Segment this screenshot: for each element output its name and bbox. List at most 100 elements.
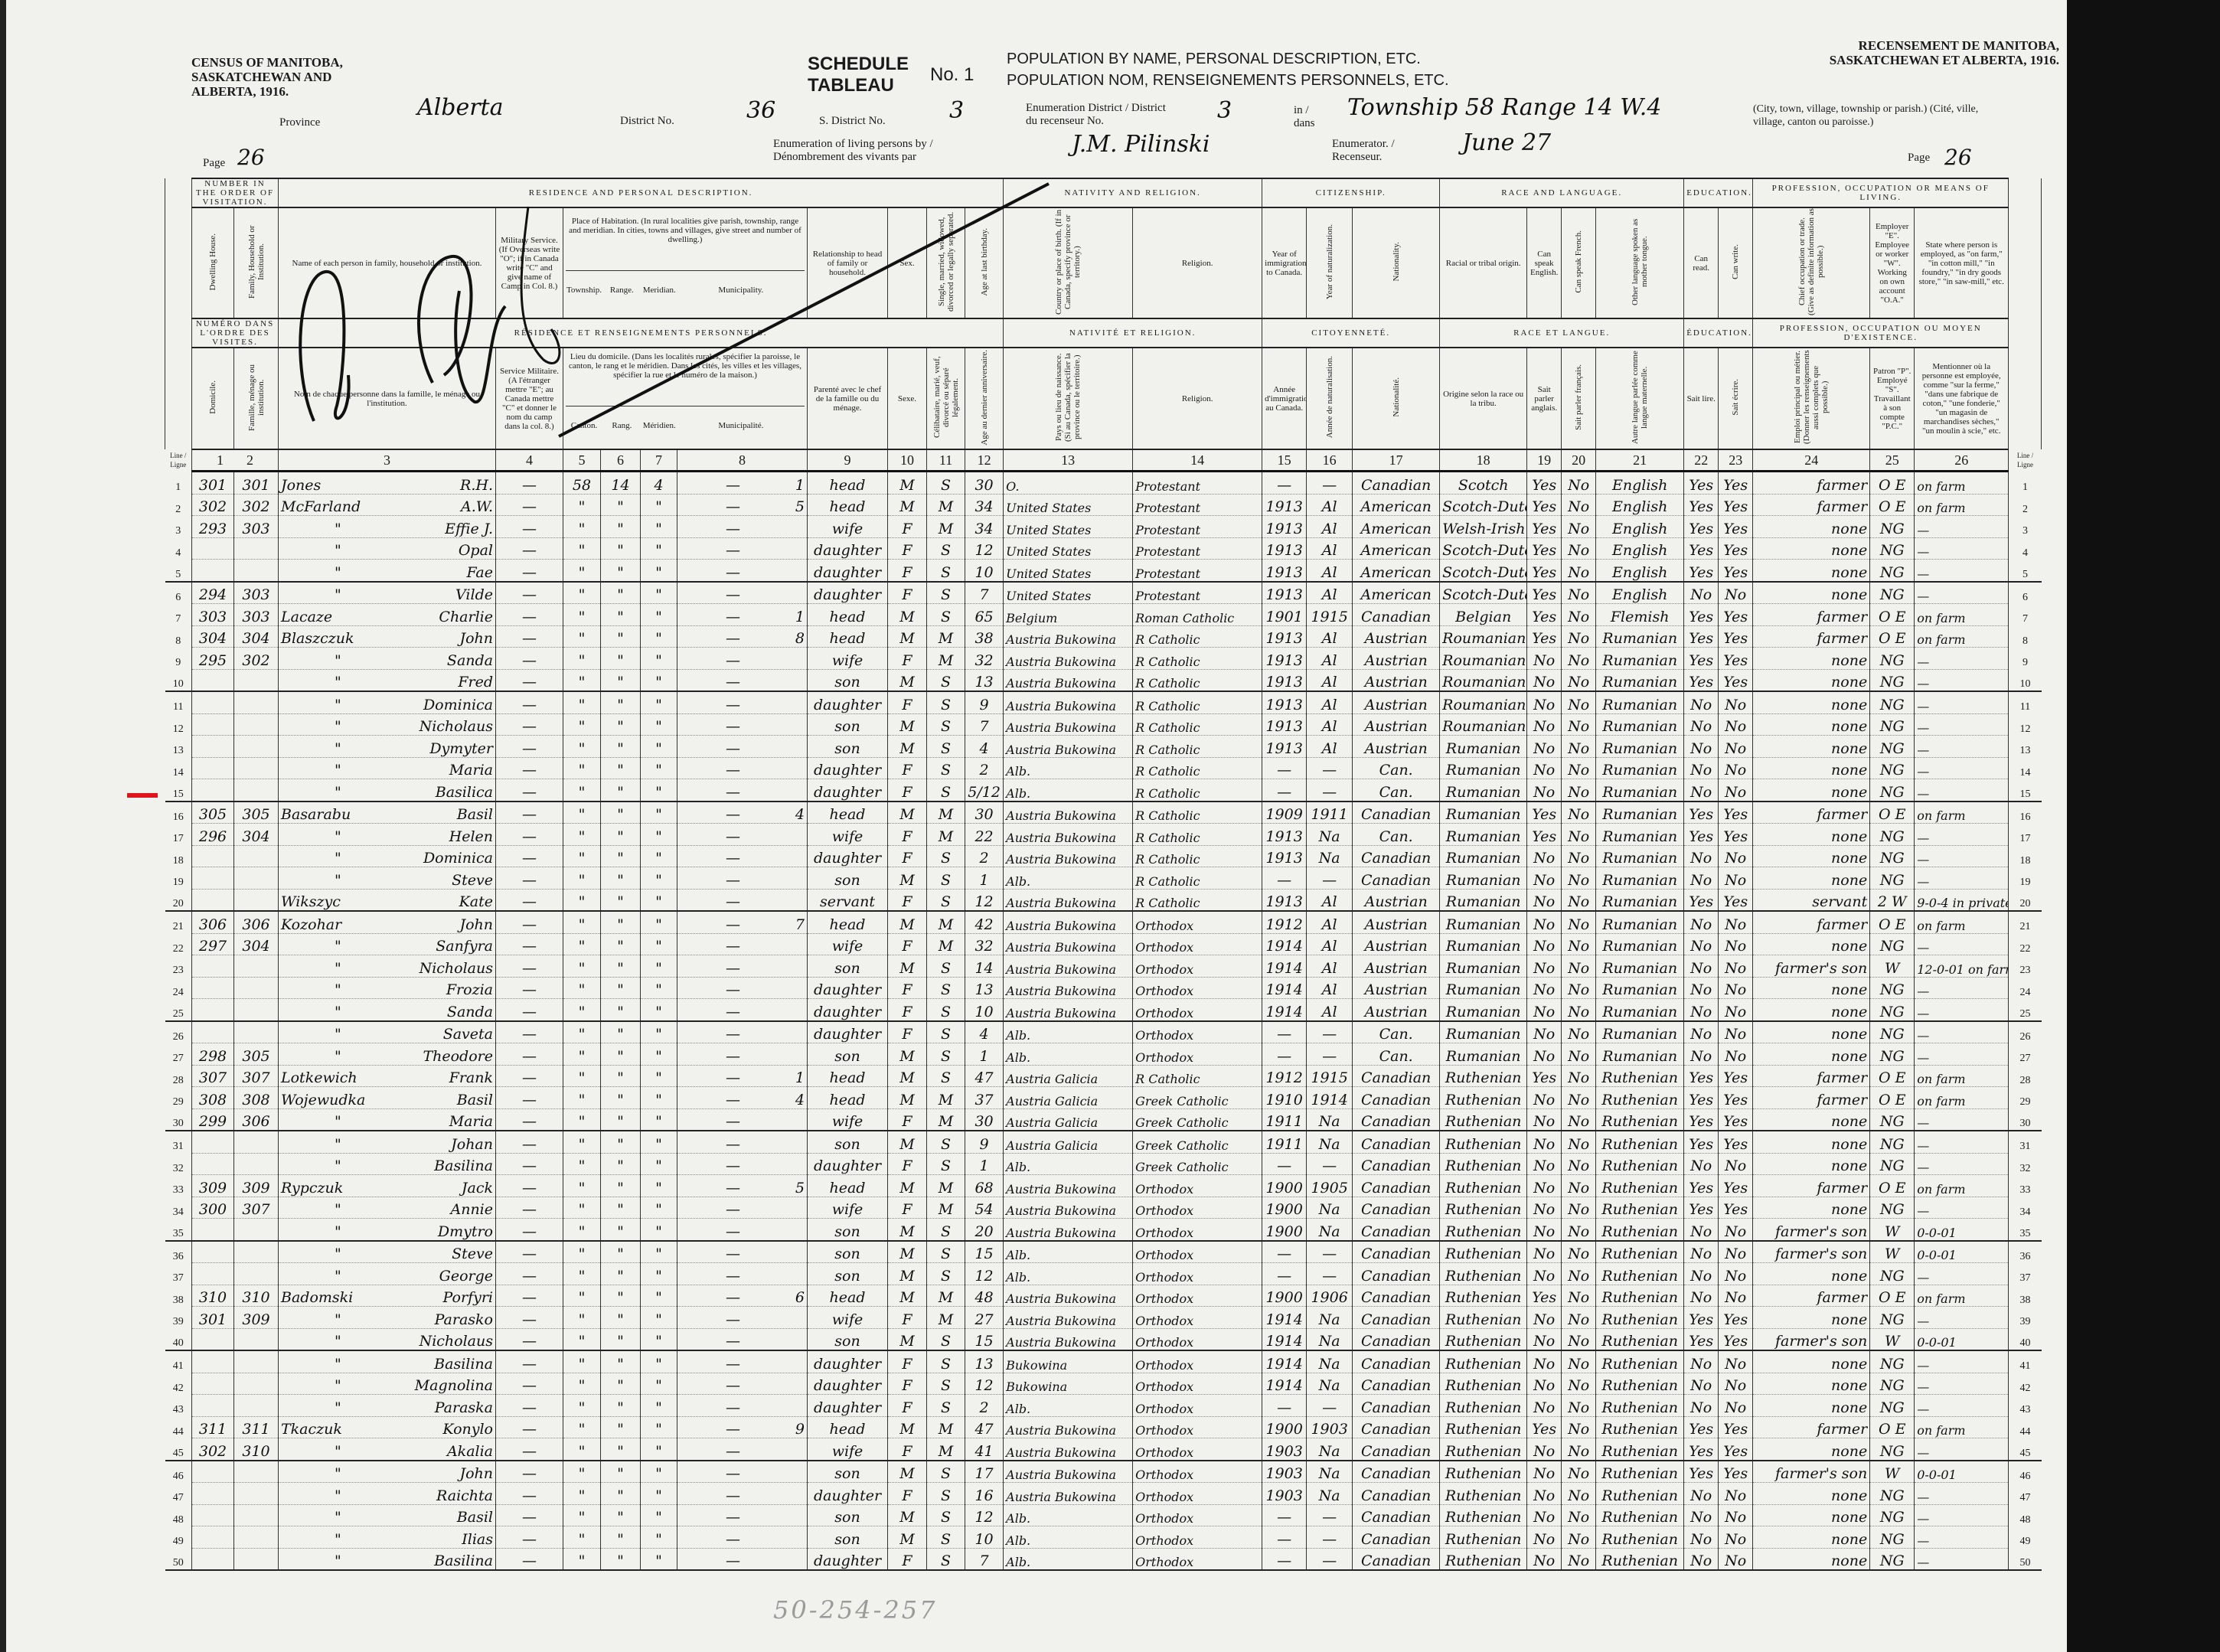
relationship: daughter — [807, 998, 888, 1022]
range: " — [600, 1131, 641, 1154]
speaks-french: No — [1561, 998, 1597, 1022]
age: 16 — [964, 1482, 1004, 1505]
dwelling-number — [191, 735, 234, 758]
racial-origin: Rumanian — [1439, 801, 1528, 824]
occupation: none — [1752, 691, 1871, 714]
municipality-value: — — [726, 696, 740, 713]
column-header: Année d'immigration au Canada. — [1262, 347, 1308, 450]
age: 12 — [964, 889, 1004, 912]
surname: Tkaczuk — [281, 1421, 342, 1438]
family-number — [233, 1350, 279, 1373]
column-number: 13 — [1003, 449, 1134, 472]
marital-status: S — [926, 1394, 965, 1417]
speaks-english: No — [1526, 1153, 1562, 1175]
family-number: 302 — [233, 647, 279, 670]
sex: M — [887, 1526, 927, 1549]
enumerator-signature: J.M. Pilinski — [1072, 131, 1210, 158]
birthplace: Alb. — [1003, 867, 1134, 890]
given-name: Steve — [452, 1246, 493, 1262]
census-row: 29 308 308 Wojewudka Basil — " " " —4 head M M 37 Aust… — [165, 1086, 2042, 1109]
line-number: 6 — [2022, 591, 2028, 603]
relationship: wife — [807, 1197, 888, 1219]
sex: F — [887, 998, 927, 1022]
meridian: " — [640, 1438, 677, 1461]
immigration-year: 1903 — [1262, 1460, 1308, 1483]
family-number — [233, 559, 279, 583]
religion: Orthodox — [1132, 1197, 1263, 1219]
line-number: 28 — [172, 1074, 184, 1086]
relationship: wife — [807, 515, 888, 538]
employment-status: O E — [1869, 1086, 1915, 1109]
can-write: No — [1718, 1526, 1754, 1549]
naturalization-year: Al — [1306, 735, 1353, 758]
immigration-year: — — [1262, 471, 1308, 495]
can-read: No — [1683, 735, 1719, 758]
column-header: Other language spoken as mother tongue. — [1595, 207, 1685, 319]
racial-origin: Ruthenian — [1439, 1131, 1528, 1154]
employment-status: NG — [1869, 1526, 1915, 1549]
immigration-year: 1914 — [1262, 933, 1308, 955]
column-header: Employer "E". Employee or worker "W". Wo… — [1869, 207, 1915, 319]
range: " — [600, 1065, 641, 1087]
census-row: 31 " Johan — " " " — son M S 9 Austria Galicia Greek … — [165, 1131, 2042, 1154]
naturalization-year: Al — [1306, 515, 1353, 538]
enumeration-date: June 27 — [1462, 129, 1552, 156]
municipality-value: — — [726, 651, 740, 669]
meridian: " — [640, 1526, 677, 1549]
column-header: Year of naturalization. — [1306, 207, 1353, 319]
person-name: " Parasko — [278, 1306, 496, 1329]
sex: M — [887, 1285, 927, 1307]
line-number: 26 — [2019, 1030, 2031, 1043]
can-read: Yes — [1683, 1416, 1719, 1438]
marital-status: M — [926, 1108, 965, 1131]
family-number: 306 — [233, 911, 279, 934]
religion: R Catholic — [1132, 801, 1263, 824]
immigration-year: 1913 — [1262, 537, 1308, 560]
line-number: 43 — [172, 1404, 184, 1415]
can-read: No — [1683, 911, 1719, 934]
schedule-label-en: SCHEDULE — [808, 54, 909, 74]
surname: " — [335, 1003, 341, 1020]
census-row: 28 307 307 Lotkewich Frank — " " " —1 head M S 47 Aust… — [165, 1065, 2042, 1087]
person-name: " Opal — [278, 537, 496, 560]
sex: M — [887, 867, 927, 890]
nationality: Canadian — [1352, 1306, 1441, 1329]
military-service: — — [495, 1438, 563, 1461]
birthplace: Austria Bukowina — [1003, 1306, 1134, 1329]
marital-status: S — [926, 1218, 965, 1242]
speaks-french: No — [1561, 889, 1597, 912]
line-column-header — [2008, 318, 2042, 348]
municipality-value: — — [726, 871, 740, 889]
family-size-count: 8 — [795, 630, 805, 647]
line-number: 4 — [2022, 547, 2028, 559]
given-name: Maria — [449, 1113, 493, 1130]
sex: F — [887, 845, 927, 867]
birthplace: Alb. — [1003, 1504, 1134, 1526]
relationship: son — [807, 1043, 888, 1066]
census-row: 39 301 309 " Parasko — " " " — wife F M 27 Austria Buk… — [165, 1306, 2042, 1329]
line-number: 25 — [2008, 998, 2042, 1022]
can-read: Yes — [1683, 669, 1719, 692]
family-size-count: 4 — [795, 1091, 805, 1108]
census-row: 46 " John — " " " — son M S 17 Austria Bukowina Ortho… — [165, 1460, 2042, 1483]
place-of-employment: — — [1914, 977, 2009, 999]
naturalization-year: Na — [1306, 1328, 1353, 1351]
age: 30 — [964, 1108, 1004, 1131]
township: " — [563, 867, 601, 890]
column-header: Can speak English. — [1526, 207, 1562, 319]
employment-status: NG — [1869, 823, 1915, 846]
nationality: Austrian — [1352, 713, 1441, 736]
marital-status: S — [926, 471, 965, 495]
township: " — [563, 735, 601, 758]
header-label: Other language spoken as mother tongue. — [1631, 218, 1650, 305]
occupation: none — [1752, 1394, 1871, 1417]
range: " — [600, 867, 641, 890]
dwelling-number — [191, 1394, 234, 1417]
speaks-french: No — [1561, 691, 1597, 714]
dwelling-number: 302 — [191, 1438, 234, 1461]
census-row: 48 " Basil — " " " — son M S 12 Alb. Orthodox — — Canadi… — [165, 1504, 2042, 1526]
person-name: " Fae — [278, 559, 496, 583]
immigration-year: 1900 — [1262, 1218, 1308, 1242]
column-group-fr: Profession, occupation ou moyen d'existe… — [1752, 318, 2009, 348]
family-number: 301 — [233, 471, 279, 495]
